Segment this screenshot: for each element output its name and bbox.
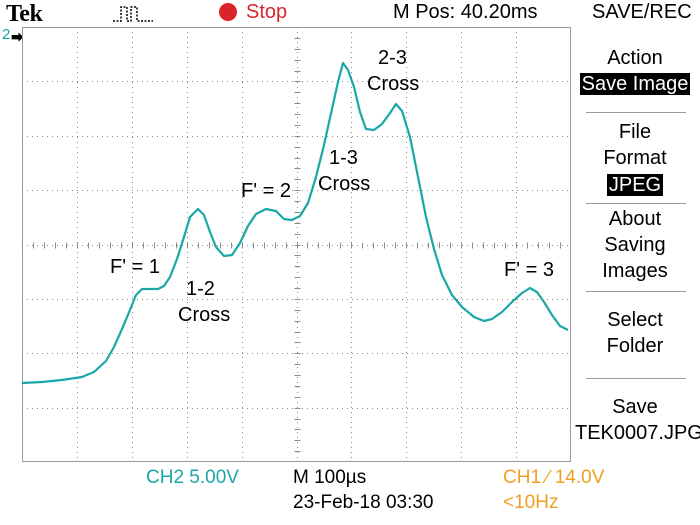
menu-divider [586,203,686,204]
menu-action-label: Action [607,47,663,69]
menu-save-2: TEK0007.JPG [575,422,700,444]
menu-save-1: Save [612,396,658,418]
annotation-cross-13-a: 1-3 [329,147,358,169]
ground-arrow-icon: ⮕ [11,30,25,45]
trigger-frequency-readout: <10Hz [503,492,559,513]
menu-about-3: Images [602,260,668,282]
scope-screen [22,27,571,462]
datetime-readout: 23-Feb-18 03:30 [293,492,434,513]
center-axis-ticks [22,27,561,452]
annotation-f3: F' = 3 [504,259,554,281]
acquisition-status: Stop [246,1,288,23]
menu-about-2: Saving [604,234,666,256]
menu-divider [586,378,686,379]
ch2-waveform [22,61,569,385]
annotation-cross-23-a: 2-3 [378,47,407,69]
menu-title: SAVE/REC [592,1,692,23]
annotation-cross-23-b: Cross [367,73,420,95]
ch2-scale-readout: CH2 5.00V [146,467,239,488]
trigger-waveform-icon [113,2,153,29]
menu-file-label-1: File [618,121,652,143]
stop-indicator-icon [219,3,237,21]
annotation-f1: F' = 1 [110,256,160,278]
menu-divider [586,112,686,113]
menu-file-value: JPEG [606,174,664,196]
ch1-trigger-readout: CH1 ∕ 14.0V [503,467,605,488]
horizontal-position: M Pos: 40.20ms [393,1,538,23]
annotation-cross-12-b: Cross [178,304,231,326]
menu-select-folder-button[interactable]: Select Folder [575,307,695,359]
timebase-readout: M 100µs [293,467,367,488]
annotation-cross-12-a: 1-2 [186,278,215,300]
menu-select-1: Select [607,309,663,331]
menu-save-button[interactable]: Save TEK0007.JPG [575,394,700,446]
menu-select-2: Folder [606,335,664,357]
menu-action-value: Save Image [579,73,691,95]
annotation-cross-13-b: Cross [318,173,371,195]
menu-about-saving-button[interactable]: About Saving Images [575,206,695,284]
annotation-f2: F' = 2 [241,180,291,202]
channel-marker: 2 [2,26,11,43]
menu-action-button[interactable]: Save Image [575,71,695,97]
brand-logo: Tek [6,1,43,27]
menu-file-format-button[interactable]: JPEG [575,172,695,198]
menu-divider [586,291,686,292]
menu-about-1: About [608,208,662,230]
menu-file-label-2: Format [603,147,667,169]
